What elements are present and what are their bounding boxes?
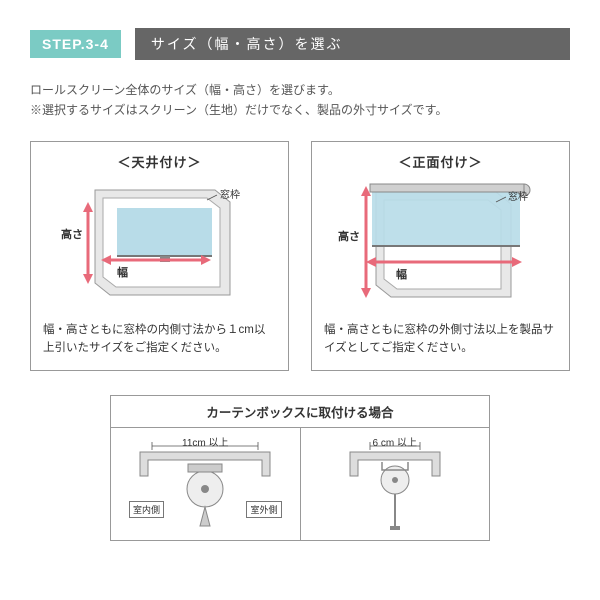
curtain-box-right: 6 cm 以上 — [301, 428, 490, 540]
panel-ceiling-title: ＜天井付け＞ — [43, 152, 276, 171]
panel-front: ＜正面付け＞ 窓枠 — [311, 141, 570, 371]
curtain-box-title: カーテンボックスに取付ける場合 — [111, 396, 489, 428]
label-frame: 窓枠 — [220, 188, 240, 201]
svg-text:高さ: 高さ — [338, 229, 360, 243]
panel-ceiling-desc: 幅・高さともに窓枠の内側寸法から１cm以上引いたサイズをご指定ください。 — [43, 321, 276, 358]
intro-line1: ロールスクリーン全体のサイズ（幅・高さ）を選びます。 — [30, 80, 570, 100]
panel-front-title: ＜正面付け＞ — [324, 152, 557, 171]
intro-line2: ※選択するサイズはスクリーン（生地）だけでなく、製品の外寸サイズです。 — [30, 100, 570, 120]
label-outside: 室外側 — [246, 501, 281, 518]
header: STEP.3-4 サイズ（幅・高さ）を選ぶ — [30, 28, 570, 60]
label-inside: 室内側 — [129, 501, 164, 518]
curtain-box-left: 11cm 以上 室内側 室外側 — [111, 428, 301, 540]
svg-text:幅: 幅 — [117, 265, 128, 279]
title-bar: サイズ（幅・高さ）を選ぶ — [135, 28, 570, 60]
step-badge: STEP.3-4 — [30, 30, 121, 58]
curtain-box-diagram: 11cm 以上 室内側 室外側 6 cm 以上 — [111, 428, 489, 540]
panels-row: ＜天井付け＞ 窓枠 — [30, 141, 570, 371]
svg-text:高さ: 高さ — [61, 227, 83, 241]
intro-text: ロールスクリーン全体のサイズ（幅・高さ）を選びます。 ※選択するサイズはスクリー… — [30, 80, 570, 121]
curtain-box-panel: カーテンボックスに取付ける場合 11cm 以上 室内側 室外側 6 cm 以上 — [110, 395, 490, 541]
dim-left: 11cm 以上 — [182, 434, 229, 449]
dim-right: 6 cm 以上 — [373, 434, 417, 449]
diagram-front: 窓枠 高さ 幅 — [324, 179, 557, 311]
svg-text:幅: 幅 — [396, 267, 407, 281]
panel-front-desc: 幅・高さともに窓枠の外側寸法以上を製品サイズとしてご指定ください。 — [324, 321, 557, 358]
panel-ceiling: ＜天井付け＞ 窓枠 — [30, 141, 289, 371]
svg-text:窓枠: 窓枠 — [508, 190, 528, 203]
diagram-ceiling: 窓枠 高さ 幅 — [43, 179, 276, 311]
